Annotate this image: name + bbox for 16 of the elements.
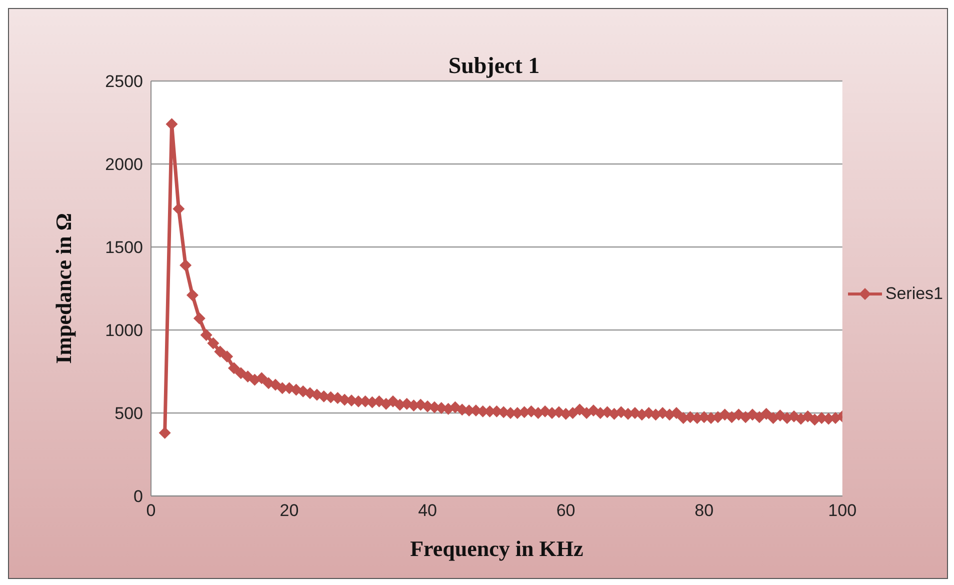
legend-label: Series1 [885, 284, 943, 304]
x-axis-title: Frequency in KHz [410, 536, 584, 561]
x-tick-label: 80 [694, 501, 714, 520]
x-tick-label: 100 [828, 501, 857, 520]
y-tick-label: 1000 [105, 321, 143, 340]
x-tick-label: 20 [280, 501, 299, 520]
x-tick-label: 60 [556, 501, 576, 520]
y-tick-label: 1500 [105, 238, 143, 258]
y-tick-label: 0 [134, 487, 143, 506]
x-tick-label: 0 [146, 501, 156, 520]
chart-title: Subject 1 [448, 53, 540, 78]
x-tick-label: 40 [418, 501, 438, 520]
y-tick-label: 2000 [105, 155, 143, 174]
y-tick-label: 2500 [105, 72, 143, 92]
y-tick-label: 500 [114, 404, 143, 424]
y-axis-title: Impedance in Ω [50, 213, 76, 364]
